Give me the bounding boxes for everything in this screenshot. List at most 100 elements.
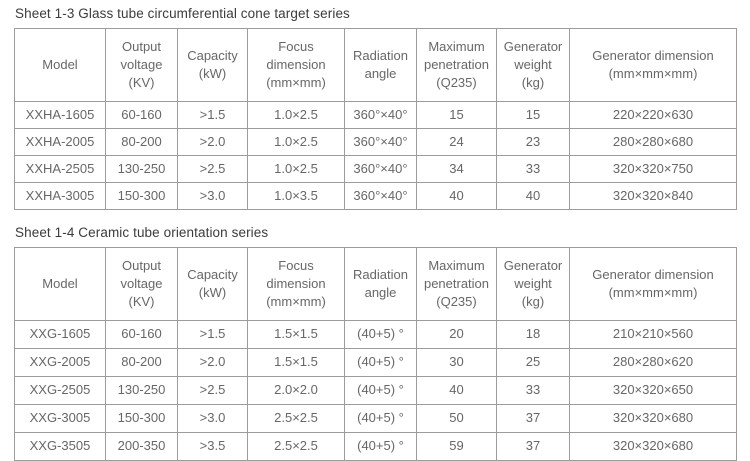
table-cell: 15: [496, 101, 570, 129]
table-cell: 33: [496, 376, 570, 405]
table-cell: 18: [496, 320, 570, 349]
table-cell: >1.5: [177, 320, 248, 349]
table-row: XXG-2005 80-200 >2.0 1.5×1.5 (40+5) ° 30 25 280…: [14, 348, 737, 377]
table-cell: XXG-1605: [14, 320, 106, 349]
table-cell: XXG-3505: [14, 432, 106, 461]
table-cell: 2.5×2.5: [247, 432, 345, 461]
table-cell: 2.0×2.0: [247, 376, 345, 405]
table-cell: 360°×40°: [344, 101, 417, 129]
table-cell: (40+5) °: [344, 404, 417, 433]
table-row: XXHA-3005 150-300 >3.0 1.0×3.5 360°×40° 40 40 3…: [14, 182, 737, 210]
table-cell: >2.5: [177, 155, 248, 183]
sheet-1-3-title: Sheet 1-3 Glass tube circumferential con…: [15, 6, 350, 21]
table-cell: 130-250: [105, 376, 178, 405]
table-cell: 25: [496, 348, 570, 377]
column-header: Model: [14, 247, 106, 321]
column-header: Radiation angle: [344, 28, 417, 102]
table-cell: 37: [496, 432, 570, 461]
column-header: Maximum penetration (Q235): [416, 247, 497, 321]
table-cell: 320×320×680: [569, 432, 737, 461]
column-header: Generator weight (kg): [496, 247, 570, 321]
table-cell: 1.0×2.5: [247, 155, 345, 183]
table-row: XXG-2505 130-250 >2.5 2.0×2.0 (40+5) ° 40 33 32…: [14, 376, 737, 405]
table-cell: 50: [416, 404, 497, 433]
table-cell: >2.0: [177, 128, 248, 156]
table-cell: 60-160: [105, 320, 178, 349]
column-header: Generator weight (kg): [496, 28, 570, 102]
table-row: XXHA-2005 80-200 >2.0 1.0×2.5 360°×40° 24 23 28…: [14, 128, 737, 156]
table-cell: XXHA-2505: [14, 155, 106, 183]
table-cell: 20: [416, 320, 497, 349]
table-cell: 320×320×650: [569, 376, 737, 405]
table-cell: 40: [496, 182, 570, 210]
table-cell: 360°×40°: [344, 155, 417, 183]
table-cell: 30: [416, 348, 497, 377]
table-cell: (40+5) °: [344, 432, 417, 461]
table-cell: 59: [416, 432, 497, 461]
table-cell: 40: [416, 376, 497, 405]
table-cell: 1.5×1.5: [247, 348, 345, 377]
glass-tube-spec-table: Model Output voltage (KV) Capacity (kW) Foc…: [14, 28, 737, 210]
column-header: Radiation angle: [344, 247, 417, 321]
column-header: Focus dimension (mm×mm): [247, 28, 345, 102]
column-header: Capacity (kW): [177, 247, 248, 321]
column-header: Generator dimension (mm×mm×mm): [569, 247, 737, 321]
table-cell: XXG-2005: [14, 348, 106, 377]
table-cell: 60-160: [105, 101, 178, 129]
table-cell: >3.5: [177, 432, 248, 461]
table-cell: 200-350: [105, 432, 178, 461]
table-cell: >3.0: [177, 182, 248, 210]
table-body: XXHA-1605 60-160 >1.5 1.0×2.5 360°×40° 15 15 22…: [14, 101, 737, 210]
table-cell: 360°×40°: [344, 128, 417, 156]
table-cell: 320×320×750: [569, 155, 737, 183]
table-cell: (40+5) °: [344, 376, 417, 405]
table-cell: 40: [416, 182, 497, 210]
table-cell: XXHA-2005: [14, 128, 106, 156]
ceramic-tube-spec-table: Model Output voltage (KV) Capacity (kW) Foc…: [14, 247, 737, 461]
table-cell: >2.5: [177, 376, 248, 405]
table-row: XXG-3505 200-350 >3.5 2.5×2.5 (40+5) ° 59 37 32…: [14, 432, 737, 461]
table-cell: 220×220×630: [569, 101, 737, 129]
table-row: XXG-1605 60-160 >1.5 1.5×1.5 (40+5) ° 20 18 210…: [14, 320, 737, 349]
table-cell: 280×280×680: [569, 128, 737, 156]
table-cell: 150-300: [105, 182, 178, 210]
column-header: Generator dimension (mm×mm×mm): [569, 28, 737, 102]
table-row: XXHA-1605 60-160 >1.5 1.0×2.5 360°×40° 15 15 22…: [14, 101, 737, 129]
table-cell: XXG-2505: [14, 376, 106, 405]
table-cell: 34: [416, 155, 497, 183]
table-cell: 80-200: [105, 128, 178, 156]
sheet-1-4-title: Sheet 1-4 Ceramic tube orientation serie…: [15, 225, 269, 240]
table-cell: 23: [496, 128, 570, 156]
table-cell: 210×210×560: [569, 320, 737, 349]
table-cell: (40+5) °: [344, 320, 417, 349]
table-cell: 150-300: [105, 404, 178, 433]
column-header: Focus dimension (mm×mm): [247, 247, 345, 321]
table-cell: 37: [496, 404, 570, 433]
table-cell: (40+5) °: [344, 348, 417, 377]
column-header: Model: [14, 28, 106, 102]
table-cell: 320×320×840: [569, 182, 737, 210]
table-cell: XXG-3005: [14, 404, 106, 433]
header-row: Model Output voltage (KV) Capacity (kW) Foc…: [14, 247, 737, 321]
table-cell: 360°×40°: [344, 182, 417, 210]
table-cell: 15: [416, 101, 497, 129]
table-cell: >3.0: [177, 404, 248, 433]
table-row: XXG-3005 150-300 >3.0 2.5×2.5 (40+5) ° 50 37 32…: [14, 404, 737, 433]
table-row: XXHA-2505 130-250 >2.5 1.0×2.5 360°×40° 34 33 3…: [14, 155, 737, 183]
column-header: Output voltage (KV): [105, 28, 178, 102]
table-cell: 1.5×1.5: [247, 320, 345, 349]
table-cell: 280×280×620: [569, 348, 737, 377]
table-cell: 33: [496, 155, 570, 183]
table-cell: XXHA-3005: [14, 182, 106, 210]
table-cell: >2.0: [177, 348, 248, 377]
column-header: Capacity (kW): [177, 28, 248, 102]
table-cell: 2.5×2.5: [247, 404, 345, 433]
table-cell: >1.5: [177, 101, 248, 129]
table-cell: 1.0×2.5: [247, 101, 345, 129]
table-cell: 130-250: [105, 155, 178, 183]
table-cell: 1.0×3.5: [247, 182, 345, 210]
column-header: Maximum penetration (Q235): [416, 28, 497, 102]
table-cell: 24: [416, 128, 497, 156]
table-cell: XXHA-1605: [14, 101, 106, 129]
